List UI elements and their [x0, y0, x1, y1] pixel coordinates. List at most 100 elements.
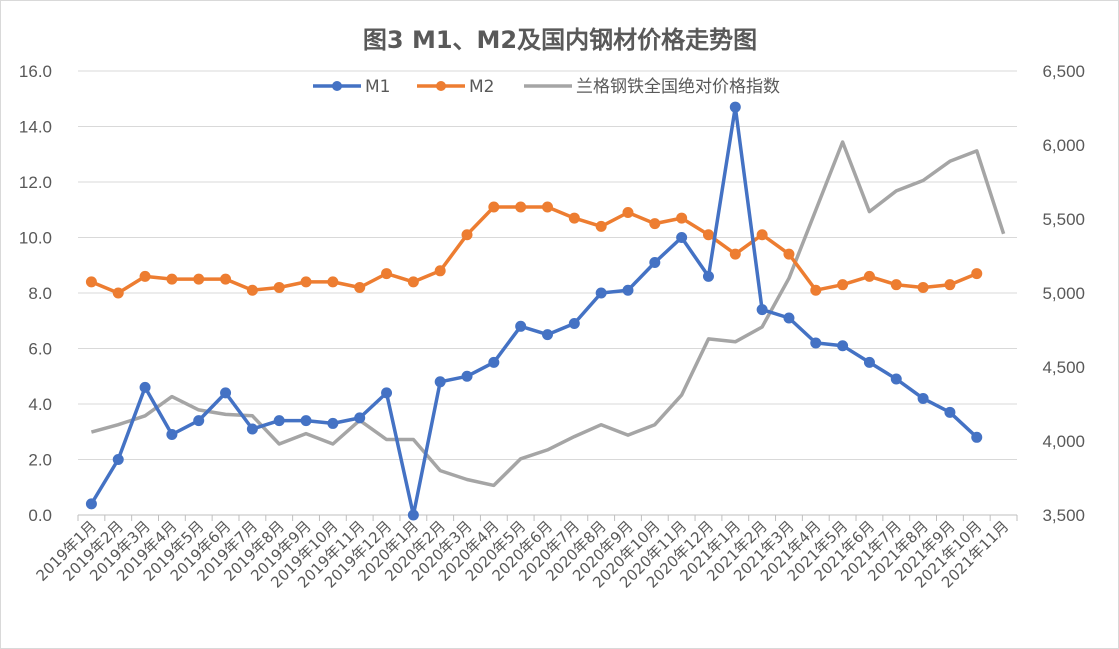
- legend-label: M1: [365, 77, 390, 97]
- data-point: [837, 279, 849, 291]
- data-point: [729, 101, 741, 113]
- data-point: [837, 340, 849, 352]
- y-right-tick-label: 6,500: [1042, 62, 1085, 81]
- y-left-tick-label: 2.0: [28, 451, 52, 470]
- data-point: [139, 381, 151, 393]
- chart-title: 图3 M1、M2及国内钢材价格走势图: [363, 26, 757, 54]
- y-left-tick-label: 8.0: [28, 284, 52, 303]
- data-point: [810, 337, 822, 349]
- series-m1: [85, 101, 983, 521]
- data-point: [917, 392, 929, 404]
- data-point: [300, 276, 312, 288]
- data-point: [702, 270, 714, 282]
- data-point: [595, 220, 607, 232]
- data-point: [810, 284, 822, 296]
- legend-marker: [332, 81, 342, 91]
- data-point: [434, 265, 446, 277]
- data-point: [542, 329, 553, 341]
- data-point: [354, 412, 366, 424]
- data-point: [461, 229, 473, 241]
- y-right-tick-label: 4,000: [1042, 432, 1085, 451]
- chart-legend: M1 M2 兰格钢铁全国绝对价格指数: [313, 77, 780, 97]
- y-left-tick-label: 12.0: [19, 173, 52, 192]
- data-point: [273, 281, 285, 293]
- data-point: [971, 268, 983, 280]
- data-point: [354, 281, 366, 293]
- data-point: [193, 273, 205, 285]
- data-point: [595, 287, 607, 299]
- series-layer: [85, 101, 1006, 521]
- data-point: [568, 318, 580, 330]
- series-m2: [85, 201, 983, 299]
- data-point: [300, 415, 312, 427]
- y-right-tick-label: 3,500: [1042, 506, 1085, 525]
- legend-item: 兰格钢铁全国绝对价格指数: [524, 77, 780, 97]
- series-steel-index: [90, 140, 1006, 488]
- data-point: [515, 320, 527, 332]
- series-line: [90, 205, 978, 295]
- y-right-tick-label: 5,000: [1042, 284, 1085, 303]
- data-point: [917, 281, 929, 293]
- data-point: [783, 248, 795, 260]
- y-left-tick-label: 0.0: [28, 506, 52, 525]
- data-point: [649, 256, 661, 268]
- data-point: [220, 387, 232, 399]
- legend-label: M2: [469, 77, 494, 97]
- data-point: [729, 248, 741, 260]
- data-point: [407, 276, 419, 288]
- data-point: [220, 273, 232, 285]
- data-point: [515, 201, 527, 213]
- data-point: [193, 415, 205, 427]
- data-point: [434, 376, 446, 388]
- data-point: [273, 415, 285, 427]
- data-point: [381, 268, 393, 280]
- gridlines: [78, 70, 1017, 516]
- data-point: [676, 212, 688, 224]
- data-point: [944, 406, 956, 418]
- y-axis-left: 0.0 2.0 4.0 6.0 8.0 10.0 12.0 14.0 16.0: [19, 62, 52, 525]
- data-point: [327, 276, 339, 288]
- data-point: [622, 284, 634, 296]
- y-left-tick-label: 4.0: [28, 395, 52, 414]
- data-point: [944, 279, 956, 291]
- data-point: [568, 212, 580, 224]
- data-point: [85, 498, 97, 510]
- series-line: [89, 105, 978, 517]
- data-point: [112, 287, 124, 299]
- y-right-tick-label: 5,500: [1042, 210, 1085, 229]
- y-left-tick-label: 10.0: [19, 229, 52, 248]
- data-point: [971, 431, 983, 443]
- y-right-tick-label: 4,500: [1042, 358, 1085, 377]
- data-point: [783, 312, 795, 324]
- y-left-tick-label: 6.0: [28, 340, 52, 359]
- y-right-tick-label: 6,000: [1042, 136, 1085, 155]
- data-point: [166, 429, 178, 441]
- data-point: [649, 218, 661, 230]
- legend-marker: [436, 81, 446, 91]
- data-point: [702, 229, 714, 241]
- legend-item: M2: [417, 77, 494, 97]
- data-point: [461, 370, 473, 382]
- legend-item: M1: [313, 77, 390, 97]
- data-point: [488, 201, 500, 213]
- series-line: [90, 140, 1006, 488]
- data-point: [407, 509, 419, 521]
- data-point: [139, 270, 151, 282]
- data-point: [890, 373, 902, 385]
- data-point: [246, 423, 258, 435]
- data-point: [381, 387, 393, 399]
- data-point: [542, 201, 553, 213]
- data-point: [488, 356, 500, 368]
- y-axis-right: 3,500 4,000 4,500 5,000 5,500 6,000 6,500: [1042, 62, 1085, 525]
- data-point: [112, 454, 124, 465]
- data-point: [863, 356, 875, 368]
- legend-label: 兰格钢铁全国绝对价格指数: [576, 77, 780, 97]
- data-point: [676, 232, 688, 243]
- data-point: [622, 207, 634, 219]
- data-point: [890, 279, 902, 291]
- data-point: [327, 417, 339, 429]
- x-axis: 2019年1月2019年2月2019年3月2019年4月2019年5月2019年…: [33, 514, 1018, 592]
- data-point: [85, 276, 97, 288]
